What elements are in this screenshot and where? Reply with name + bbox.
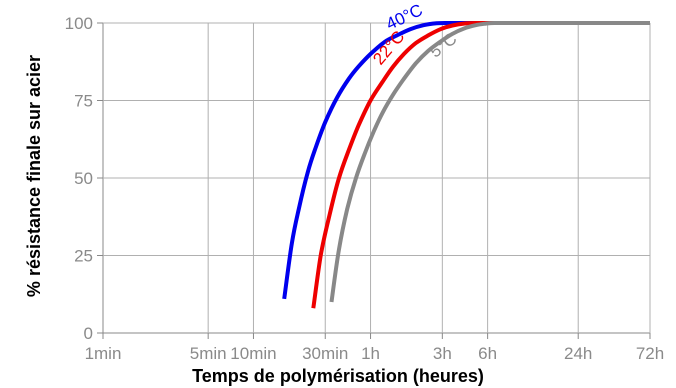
x-tick-label: 6h <box>478 344 497 363</box>
y-axis-title: % résistance finale sur acier <box>24 55 44 297</box>
x-axis-title: Temps de polymérisation (heures) <box>192 366 484 386</box>
x-tick-label: 3h <box>433 344 452 363</box>
x-tick-label: 1min <box>85 344 122 363</box>
x-tick-label: 10min <box>230 344 276 363</box>
x-tick-label: 1h <box>361 344 380 363</box>
y-tick-label: 0 <box>84 324 93 343</box>
y-tick-label: 50 <box>74 169 93 188</box>
x-tick-label: 24h <box>564 344 592 363</box>
y-tick-label: 25 <box>74 247 93 266</box>
y-tick-labels: 0 25 50 75 100 <box>65 14 93 343</box>
x-tick-label: 30min <box>302 344 348 363</box>
series-line-5°C <box>329 20 650 303</box>
x-tick-label: 72h <box>636 344 664 363</box>
x-tick-label: 5min <box>190 344 227 363</box>
y-tick-label: 75 <box>74 92 93 111</box>
y-tick-label: 100 <box>65 14 93 33</box>
series-lines <box>282 20 650 309</box>
x-tick-labels: 1min 5min 10min 30min 1h 3h 6h 24h 72h <box>85 344 665 363</box>
